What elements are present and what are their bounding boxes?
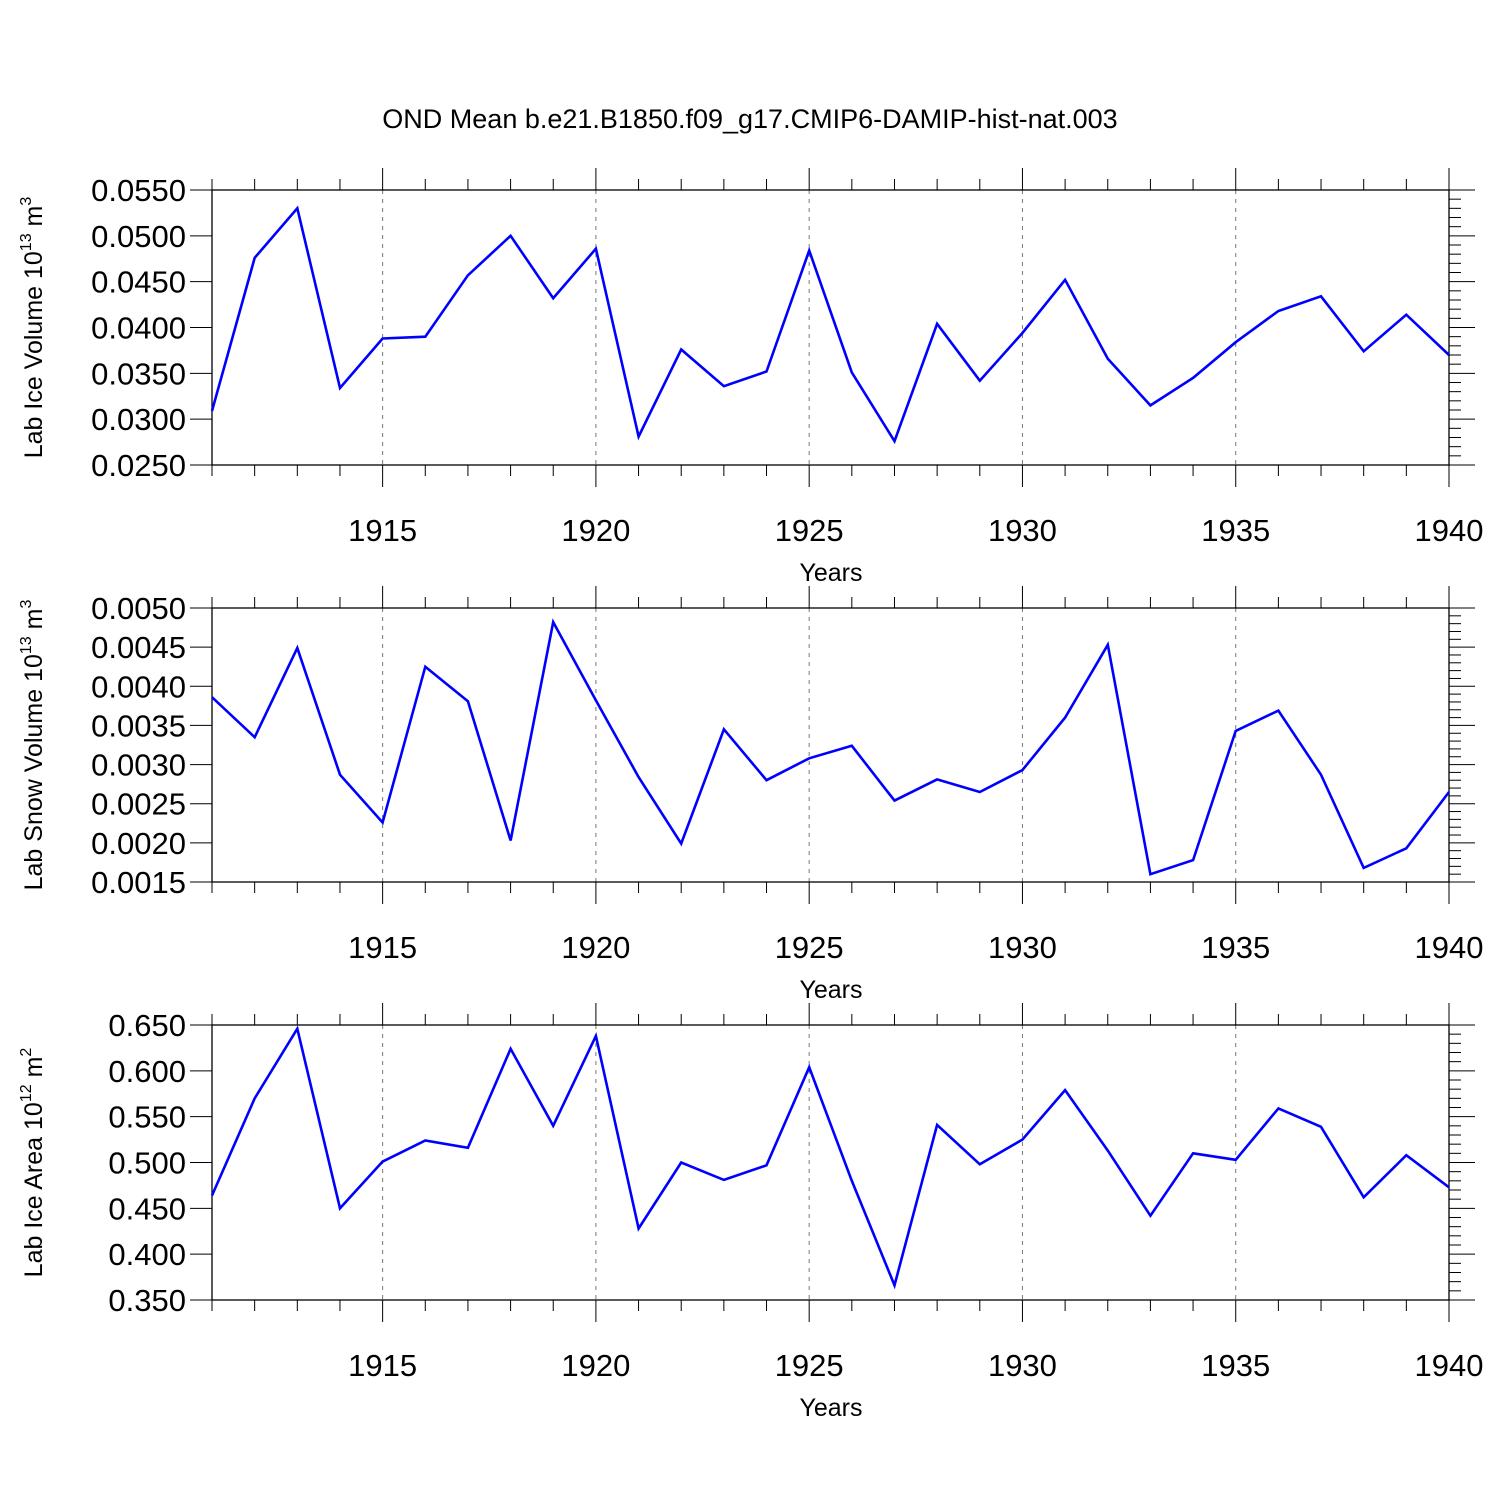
panel-lab-ice-area: 0.350 0.400 0.450 0.500 0.550 0.600 0.650 1915 1… [18, 1003, 1483, 1422]
y-tick-label: 0.450 [108, 1191, 186, 1226]
y-tick-label: 0.0015 [91, 865, 186, 900]
series-line-lab-snow-volume [211, 618, 1451, 876]
x-tick-label: 1925 [775, 513, 844, 548]
y-tick-label: 0.400 [108, 1237, 186, 1272]
panel-lab-snow-volume: 0.0015 0.0020 0.0025 0.0030 0.0035 0.0040 0.00… [18, 586, 1483, 1004]
y-tick-label: 0.0300 [91, 402, 186, 437]
x-tick-label: 1940 [1415, 1348, 1484, 1383]
x-tick-label: 1920 [561, 930, 630, 965]
series-line-lab-ice-area [210, 1025, 1450, 1290]
x-axis-label: Years [799, 559, 862, 587]
x-tick-label: 1920 [561, 1348, 630, 1383]
y-tick-label: 0.0350 [91, 356, 186, 391]
x-tick-label: 1915 [348, 930, 417, 965]
y-tick-label: 0.0030 [91, 748, 186, 783]
y-axis-label: Lab Ice Area 1012 m2 [18, 1048, 48, 1278]
y-tick-label: 0.500 [108, 1146, 186, 1181]
x-tick-label: 1930 [988, 1348, 1057, 1383]
x-tick-label: 1925 [775, 1348, 844, 1383]
y-tick-label: 0.0025 [91, 787, 186, 822]
x-tick-label: 1940 [1415, 513, 1484, 548]
y-tick-label: 0.0500 [91, 219, 186, 254]
x-tick-label: 1925 [775, 930, 844, 965]
x-tick-label: 1915 [348, 1348, 417, 1383]
y-tick-label: 0.350 [108, 1283, 186, 1318]
y-tick-label: 0.550 [108, 1100, 186, 1135]
y-tick-label: 0.650 [108, 1008, 186, 1043]
x-axis-label: Years [799, 976, 862, 1004]
x-tick-label: 1930 [988, 513, 1057, 548]
x-axis-label: Years [799, 1394, 862, 1422]
x-tick-label: 1935 [1201, 513, 1270, 548]
chart-title: OND Mean b.e21.B1850.f09_g17.CMIP6-DAMIP… [382, 104, 1117, 134]
y-tick-label: 0.0050 [91, 591, 186, 626]
y-tick-label: 0.0020 [91, 826, 186, 861]
series-line-lab-ice-volume [210, 205, 1450, 445]
y-axis-label: Lab Snow Volume 1013 m3 [18, 600, 48, 891]
y-tick-label: 0.0035 [91, 708, 186, 743]
y-tick-label: 0.0400 [91, 311, 186, 346]
y-tick-label: 0.0450 [91, 265, 186, 300]
panel-lab-ice-volume: 0.0250 0.0300 0.0350 0.0400 0.0450 0.0500 0.05… [18, 168, 1483, 587]
x-tick-label: 1935 [1201, 1348, 1270, 1383]
plot-frame [211, 189, 1450, 466]
plot-frame [211, 1024, 1450, 1301]
plot-frame [211, 607, 1450, 883]
x-tick-label: 1940 [1415, 930, 1484, 965]
x-tick-label: 1920 [561, 513, 630, 548]
x-tick-label: 1935 [1201, 930, 1270, 965]
chart-panels: 0.0250 0.0300 0.0350 0.0400 0.0450 0.0500 0.05… [18, 168, 1483, 1422]
y-tick-label: 0.600 [108, 1054, 186, 1089]
y-axis-label: Lab Ice Volume 1013 m3 [18, 197, 48, 459]
y-tick-label: 0.0045 [91, 630, 186, 665]
x-tick-label: 1915 [348, 513, 417, 548]
x-tick-label: 1930 [988, 930, 1057, 965]
y-tick-label: 0.0040 [91, 669, 186, 704]
y-tick-label: 0.0550 [91, 173, 186, 208]
y-tick-label: 0.0250 [91, 448, 186, 483]
